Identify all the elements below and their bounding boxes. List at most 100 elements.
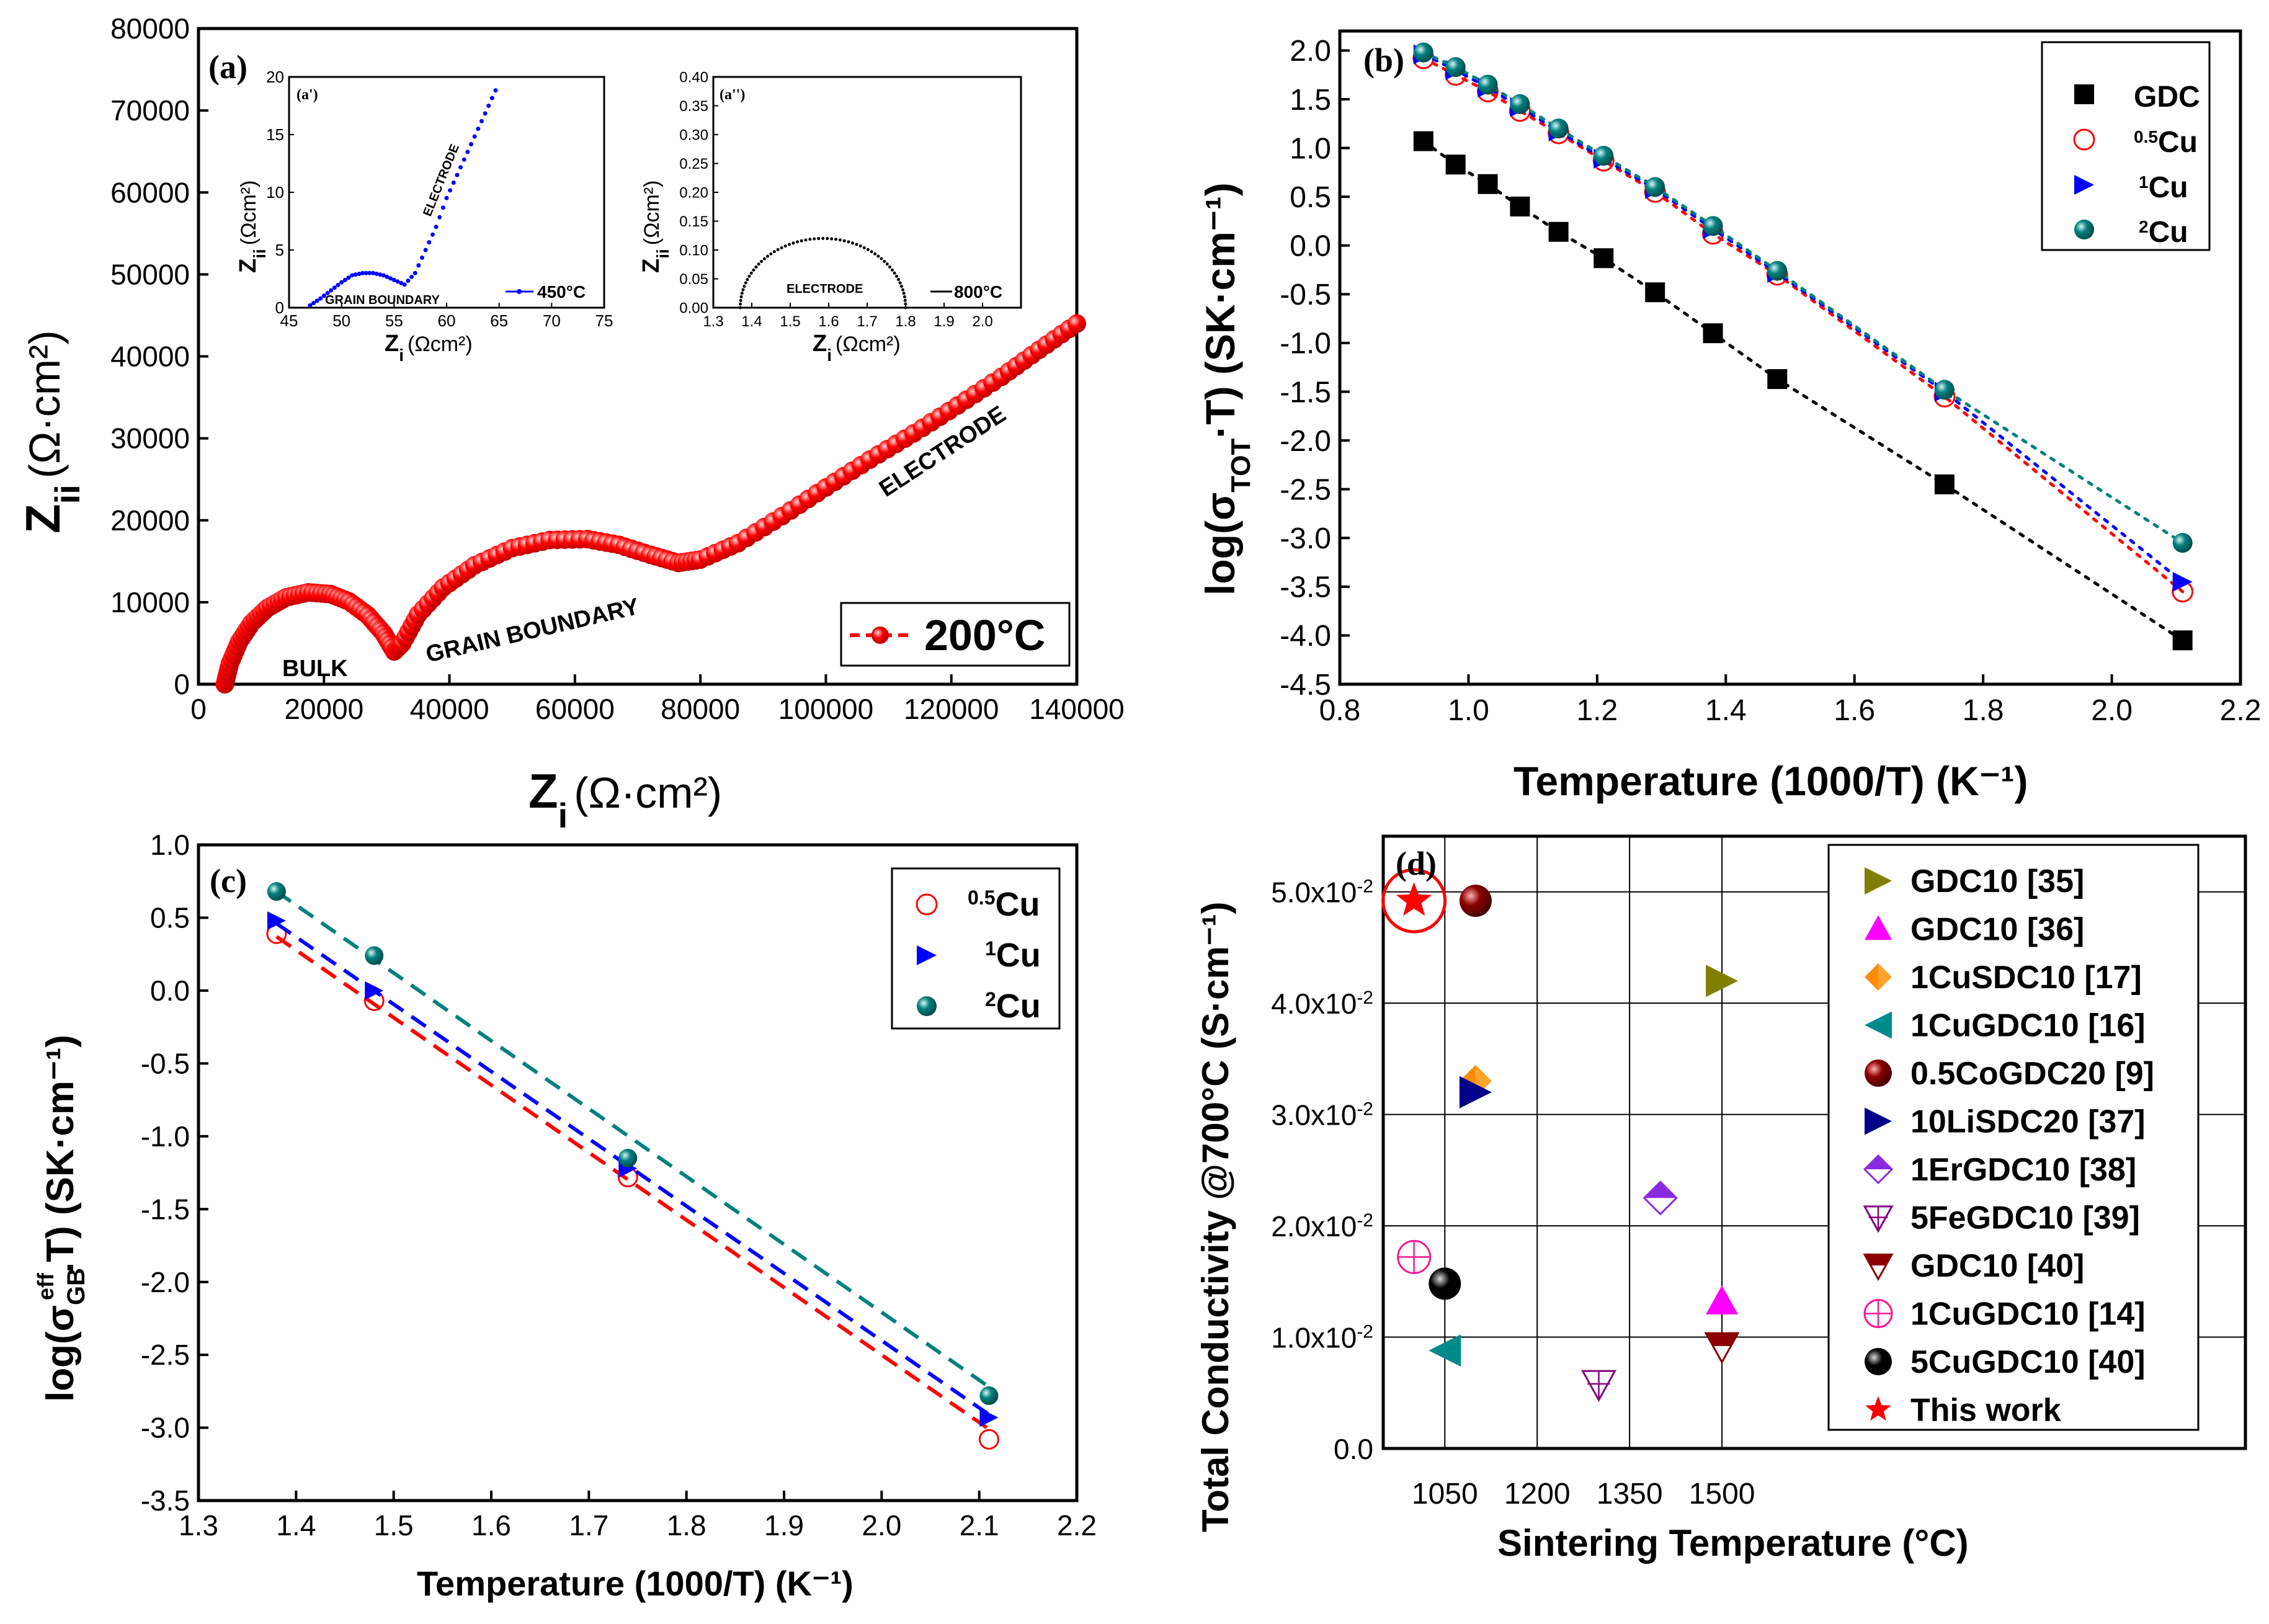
legend-marker-c-0-5cu: [916, 893, 938, 916]
data-point-800c: [762, 257, 766, 261]
data-point-450c: [472, 134, 477, 139]
data-point-gdc: [1594, 248, 1614, 269]
legend-marker-10lisdc20-37: [1865, 1107, 1892, 1135]
inset-a1-annotation-grain-boundary: GRAIN BOUNDARY: [325, 293, 440, 307]
legend-marker-200c: [871, 627, 889, 644]
panel-c-plot-area: [197, 843, 1079, 1502]
data-point-2cu: [1445, 57, 1466, 78]
data-point-800c: [804, 238, 808, 242]
panel-b-x-tick-label: 1.4: [1705, 694, 1747, 727]
panel-a-y-tick-label: 60000: [110, 176, 190, 208]
data-point-800c: [772, 250, 776, 254]
legend-marker-1ergdc10-38: [1863, 1154, 1894, 1185]
data-point-c-2cu: [365, 946, 384, 965]
inset-a2-y-tick-label: 0.30: [679, 127, 708, 143]
data-point-450c: [483, 111, 488, 116]
inset-a1-y-tick-label: 5: [275, 241, 284, 259]
data-point-gdc10-36: [1706, 1285, 1739, 1314]
panel-b-y-tick-label: -4.5: [1280, 669, 1331, 702]
data-point-800c: [760, 259, 764, 263]
data-point-450c: [423, 248, 428, 252]
inset-a1-label: (a'): [296, 87, 318, 103]
inset-a2-y-tick-label: 0.10: [679, 242, 708, 259]
panel-a-y-tick-label: 10000: [110, 586, 190, 618]
panel-d-plot-area: [1381, 834, 2247, 1450]
panel-a-x-tick-label: 120000: [904, 693, 999, 725]
data-point-800c: [890, 268, 894, 272]
data-point-gdc: [1413, 131, 1433, 151]
data-point-450c: [346, 275, 351, 280]
data-point-800c: [826, 237, 829, 241]
inset-a2-x-axis-title: Zi (Ωcm²): [813, 331, 901, 365]
inset-a1-x-axis-title: Zi (Ωcm²): [385, 331, 473, 365]
legend-marker-c-2cu: [917, 996, 937, 1016]
panel-c-x-tick-label: 1.4: [276, 1509, 316, 1541]
inset-a1-legend-label: 450°C: [537, 282, 586, 301]
panel-b-legend-entries: [2073, 84, 2095, 239]
data-point-450c: [388, 276, 393, 281]
data-point-c-2cu: [979, 1386, 999, 1405]
data-point-800c: [738, 306, 742, 310]
data-point-5cugdc10-40: [1429, 1267, 1461, 1300]
panel-c-x-tick-label: 1.5: [374, 1509, 414, 1541]
fit-line-2cu: [1422, 51, 2185, 545]
data-point-800c: [847, 240, 850, 244]
data-point-450c: [325, 290, 330, 295]
data-point-200c: [1068, 314, 1086, 333]
panel-b-y-tick-label: 2.0: [1290, 35, 1331, 68]
panel-d-y-tick-exponent: -2: [1357, 1210, 1373, 1231]
data-point-450c: [416, 263, 421, 268]
data-point-800c: [780, 246, 783, 249]
data-point-450c: [419, 255, 424, 260]
data-point-450c: [363, 270, 368, 275]
legend-marker-5cugdc10-40: [1865, 1348, 1892, 1375]
data-point-800c: [752, 268, 756, 272]
panel-b-y-tick-label: -1.0: [1280, 328, 1331, 360]
panel-c-x-tick-label: 1.9: [764, 1509, 804, 1541]
data-point-this-work: [1396, 882, 1432, 916]
panel-d-y-tick-exponent: -2: [1357, 876, 1373, 896]
inset-a2-legend-label: 800°C: [954, 282, 1002, 301]
legend-label-5cugdc10-40: 5CuGDC10 [40]: [1910, 1344, 2146, 1380]
data-point-450c: [430, 232, 435, 237]
data-point-gdc: [1645, 282, 1665, 303]
data-point-2cu: [1934, 380, 1955, 400]
data-point-450c: [399, 280, 404, 285]
data-point-800c: [800, 239, 803, 243]
panel-d-x-tick-label: 1200: [1504, 1478, 1571, 1510]
legend-marker-1cugdc10-14: [1863, 1299, 1893, 1328]
inset-a2-x-tick-label: 1.3: [703, 313, 723, 330]
panel-c-y-tick-label: 1.0: [150, 829, 190, 861]
legend-marker-gdc10-36: [1865, 915, 1892, 940]
panel-c-y-tick-label: -2.0: [141, 1266, 190, 1298]
data-point-450c: [360, 270, 365, 275]
data-point-800c: [880, 257, 883, 261]
data-point-800c: [739, 302, 742, 306]
legend-marker-1ergdc10-38-fill: [1865, 1156, 1892, 1169]
data-point-1cugdc10-16: [1429, 1334, 1461, 1367]
panel-d-y-tick-label: 4.0x10-2: [1271, 988, 1373, 1020]
panel-c-x-axis-title: Temperature (1000/T) (K⁻¹): [417, 1564, 854, 1603]
data-point-2cu: [1767, 261, 1788, 281]
inset-a2-label: (a''): [720, 87, 745, 103]
panel-b-x-axis-title: Temperature (1000/T) (K⁻¹): [1513, 758, 2028, 804]
data-point-gdc: [1478, 174, 1498, 194]
data-point-450c: [476, 127, 481, 132]
inset-a2-y-axis-title: Zii(Ωcm²): [638, 181, 672, 274]
data-point-450c: [311, 301, 316, 306]
fit-line-0-5cu: [1422, 56, 2185, 594]
data-point-450c: [318, 296, 323, 301]
data-point-800c: [855, 243, 858, 246]
panel-b-x-tick-label: 1.0: [1448, 694, 1489, 727]
panel-d-series: [1381, 868, 1740, 1403]
panel-c-x-tick-label: 1.3: [179, 1509, 218, 1541]
panel-d-x-tick-label: 1500: [1689, 1478, 1755, 1510]
panel-d-y-tick-label: 0.0: [1334, 1433, 1373, 1465]
inset-a1-x-tick-label: 55: [385, 311, 403, 330]
legend-label-200c: 200°C: [924, 611, 1045, 659]
panel-a-x-axis-title: Zi (Ω·cm²): [528, 764, 722, 835]
inset-a1-x-tick-label: 70: [543, 311, 561, 330]
panel-a-x-tick-label: 80000: [661, 693, 740, 725]
data-point-800c: [757, 262, 760, 266]
data-point-450c: [437, 215, 442, 220]
